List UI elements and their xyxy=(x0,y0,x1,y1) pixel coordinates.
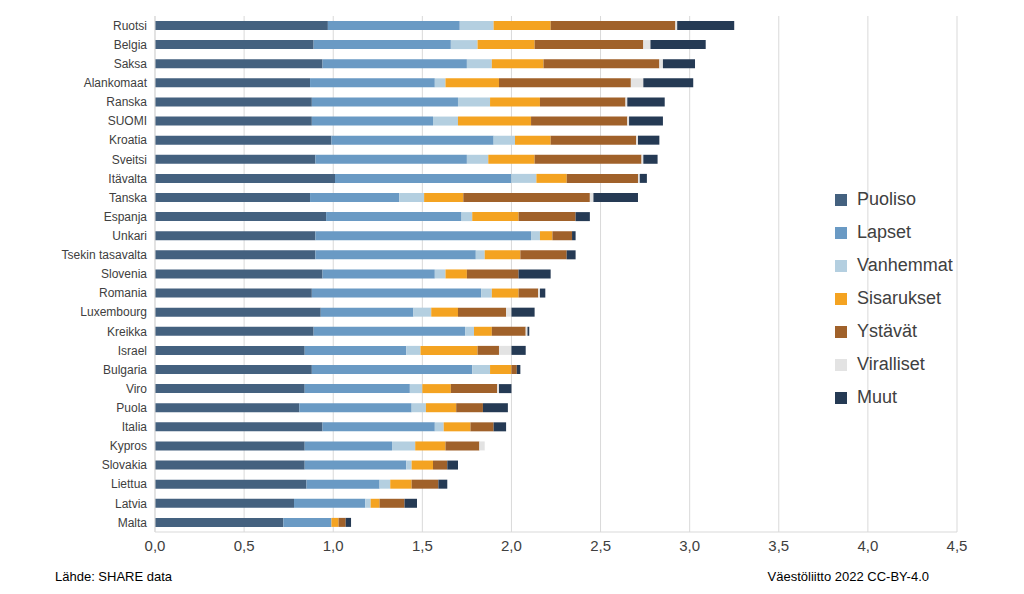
html-text:Vanhemmat: Vanhemmat xyxy=(857,255,953,275)
svg-text:Slovakia: Slovakia xyxy=(102,458,148,472)
html-text:Lähde: SHARE data: Lähde: SHARE data xyxy=(55,569,173,584)
svg-text:Slovenia: Slovenia xyxy=(101,267,147,281)
svg-text:Bulgaria: Bulgaria xyxy=(103,363,147,377)
svg-text:SUOMI: SUOMI xyxy=(108,114,147,128)
svg-text:2,5: 2,5 xyxy=(590,537,611,554)
svg-text:Itävalta: Itävalta xyxy=(108,172,147,186)
svg-text:Romania: Romania xyxy=(99,286,147,300)
svg-text:Kroatia: Kroatia xyxy=(109,133,147,147)
svg-text:Luxembourg: Luxembourg xyxy=(80,305,147,319)
svg-text:3,5: 3,5 xyxy=(768,537,789,554)
svg-text:Ranska: Ranska xyxy=(106,95,147,109)
html-text:Muut: Muut xyxy=(857,387,897,407)
svg-text:Unkari: Unkari xyxy=(112,229,147,243)
svg-text:Espanja: Espanja xyxy=(104,210,148,224)
svg-text:Belgia: Belgia xyxy=(114,38,148,52)
svg-text:0,0: 0,0 xyxy=(145,537,166,554)
svg-text:Israel: Israel xyxy=(118,344,147,358)
svg-text:0,5: 0,5 xyxy=(234,537,255,554)
svg-text:Latvia: Latvia xyxy=(115,497,147,511)
svg-text:Italia: Italia xyxy=(122,420,148,434)
svg-text:Ruotsi: Ruotsi xyxy=(113,19,147,33)
svg-text:Tsekin tasavalta: Tsekin tasavalta xyxy=(62,248,148,262)
svg-text:2,0: 2,0 xyxy=(501,537,522,554)
svg-text:4,5: 4,5 xyxy=(947,537,968,554)
svg-text:Liettua: Liettua xyxy=(111,477,147,491)
svg-text:1,5: 1,5 xyxy=(412,537,433,554)
html-text:Viralliset: Viralliset xyxy=(857,354,925,374)
html-text:Puoliso: Puoliso xyxy=(857,189,916,209)
html-text:Väestöliitto 2022 CC-BY-4.0: Väestöliitto 2022 CC-BY-4.0 xyxy=(767,569,929,584)
svg-text:Viro: Viro xyxy=(126,382,147,396)
svg-text:Malta: Malta xyxy=(118,516,148,530)
svg-text:Puola: Puola xyxy=(116,401,147,415)
svg-text:Alankomaat: Alankomaat xyxy=(84,76,148,90)
html-text:Ystävät: Ystävät xyxy=(857,321,917,341)
svg-text:Kypros: Kypros xyxy=(110,439,147,453)
svg-text:Tanska: Tanska xyxy=(109,191,147,205)
svg-text:Saksa: Saksa xyxy=(114,57,148,71)
html-text:Lapset: Lapset xyxy=(857,222,911,242)
svg-text:1,0: 1,0 xyxy=(323,537,344,554)
svg-text:3,0: 3,0 xyxy=(679,537,700,554)
html-text:Sisarukset: Sisarukset xyxy=(857,288,941,308)
svg-text:Sveitsi: Sveitsi xyxy=(112,153,147,167)
svg-text:4,0: 4,0 xyxy=(857,537,878,554)
svg-text:Kreikka: Kreikka xyxy=(107,325,147,339)
